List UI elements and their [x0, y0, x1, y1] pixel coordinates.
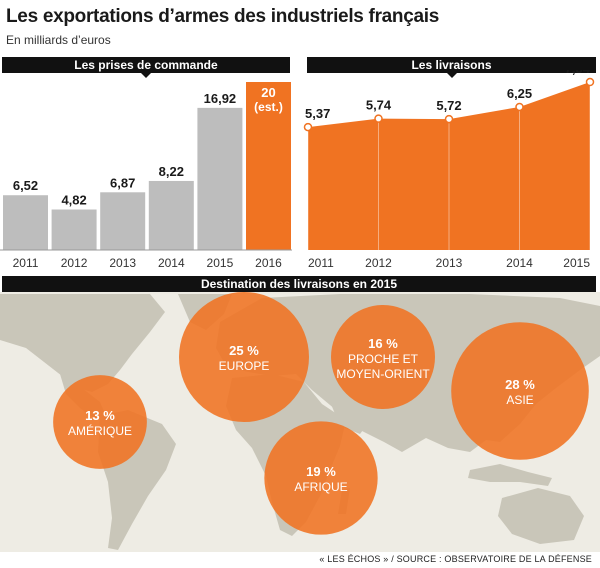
orders-tick-label: 2015	[207, 256, 234, 270]
bubble-pct-label: 28 %	[505, 377, 535, 392]
orders-bar-2015	[197, 107, 243, 250]
deliveries-value-label: 5,74	[366, 98, 392, 113]
deliveries-point-2012	[374, 114, 383, 123]
page-title: Les exportations d’armes des industriels…	[6, 6, 440, 27]
destination-header: Destination des livraisons en 2015	[2, 276, 596, 297]
bubble-europe	[179, 292, 309, 422]
bubble-region-label: PROCHE ET MOYEN-ORIENT	[336, 352, 430, 381]
orders-bar-2013	[100, 192, 146, 250]
orders-value-label: 6,52	[13, 178, 38, 193]
bubble-layer: 13 %AMÉRIQUE 25 %EUROPE 16 %PROCHE ET MOYEN…	[53, 292, 589, 535]
orders-tick-label: 2016	[255, 256, 282, 270]
indonesia-shape	[468, 464, 552, 486]
deliveries-header: Les livraisons	[307, 57, 596, 78]
deliveries-area-chart: 5,37 2011 5,74 2012 5,72 2013 6,25 2014 7,34 2015	[303, 70, 595, 270]
deliveries-value-label: 5,72	[436, 98, 461, 113]
deliveries-tick-label: 2012	[365, 256, 392, 270]
orders-bar-2014	[148, 180, 194, 250]
orders-tick-label: 2011	[13, 256, 39, 270]
deliveries-point-2015	[585, 77, 595, 87]
bubble-afrique	[264, 421, 378, 535]
orders-tick-label: 2012	[61, 256, 88, 270]
deliveries-tick-label: 2011	[308, 256, 334, 270]
deliveries-value-label: 7,34	[565, 70, 591, 76]
bubble-asie	[451, 322, 589, 460]
orders-bar-2012	[51, 209, 97, 250]
bubble-amerique	[53, 375, 147, 469]
deliveries-tick-label: 2015	[563, 256, 590, 270]
orders-value-label: 6,87	[110, 175, 135, 190]
source-note: « LES ÉCHOS » / SOURCE : OBSERVATOIRE DE…	[319, 554, 592, 564]
deliveries-value-label: 6,25	[507, 86, 532, 101]
deliveries-value-label: 5,37	[305, 106, 330, 121]
orders-tick-label: 2013	[109, 256, 136, 270]
bubble-region-label: ASIE	[506, 393, 533, 407]
north-america-shape	[0, 294, 165, 392]
destination-map: 13 %AMÉRIQUE 25 %EUROPE 16 %PROCHE ET MOYEN…	[0, 292, 600, 552]
deliveries-point-2011	[303, 122, 313, 132]
bubble-region-label: AFRIQUE	[294, 480, 347, 494]
deliveries-point-2014	[515, 102, 524, 112]
orders-value-label: 8,22	[159, 164, 184, 179]
deliveries-tick-label: 2014	[506, 256, 533, 270]
orders-header: Les prises de commande	[2, 57, 290, 78]
bubble-pct-label: 25 %	[229, 343, 259, 358]
bubble-pct-label: 19 %	[306, 464, 336, 479]
orders-tick-label: 2014	[158, 256, 185, 270]
bubble-pct-label: 16 %	[368, 336, 398, 351]
bubble-pct-label: 13 %	[85, 408, 115, 423]
bubble-proche-orient	[331, 305, 435, 409]
orders-value-label: 20	[261, 85, 275, 100]
orders-bar-2011	[3, 195, 48, 250]
orders-bar-2016	[246, 82, 291, 250]
orders-annotation-label: (est.)	[254, 100, 283, 114]
bubble-region-label: AMÉRIQUE	[68, 423, 132, 438]
bubble-region-label: EUROPE	[219, 359, 270, 373]
orders-value-label: 4,82	[61, 193, 86, 208]
orders-value-label: 16,92	[204, 91, 237, 106]
page-subtitle: En milliards d’euros	[6, 33, 111, 47]
deliveries-point-2013	[444, 114, 454, 124]
orders-bar-chart: 6,52 2011 4,82 2012 6,87 2013 8,22 2014 16,92 201…	[0, 82, 292, 270]
australia-shape	[498, 488, 584, 544]
deliveries-tick-label: 2013	[436, 256, 463, 270]
